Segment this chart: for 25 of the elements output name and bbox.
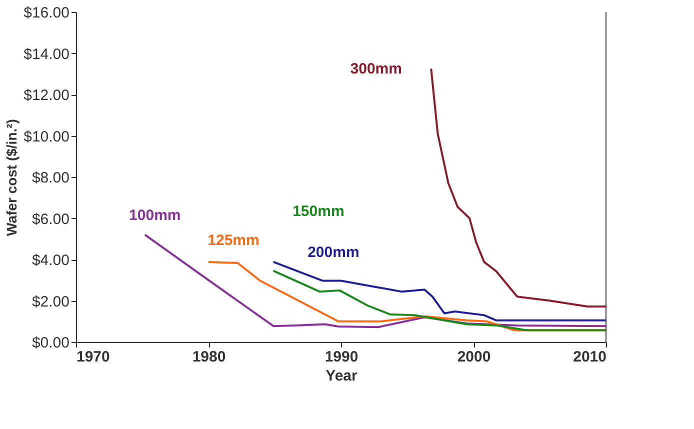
series-label: 100mm [129, 206, 181, 224]
x-axis-title: Year [326, 368, 358, 384]
y-tick-label: $14.00 [24, 46, 70, 63]
line-series [144, 234, 606, 328]
y-tick-label: $2.00 [32, 293, 70, 310]
x-tick-label: 1970 [76, 348, 110, 366]
y-tick-label: $0.00 [32, 334, 70, 352]
y-tick-label: $6.00 [32, 210, 70, 228]
series-label: 300mm [350, 60, 402, 78]
series-label: 200mm [308, 244, 360, 261]
line-series [430, 68, 606, 308]
x-tick-label: 1990 [324, 348, 358, 366]
y-tick-label: $12.00 [24, 87, 70, 104]
y-tick-label: $10.00 [24, 128, 70, 146]
line-series [272, 260, 606, 322]
series-label: 125mm [208, 232, 260, 249]
x-tick-label: 1980 [192, 348, 226, 366]
y-tick-label: $4.00 [32, 252, 70, 269]
text: 150mm [292, 202, 344, 220]
y-tick-label: $8.00 [32, 170, 70, 186]
x-tick-label: 2000 [457, 348, 491, 366]
y-axis-title: Wafer cost ($/in.²) [4, 119, 20, 236]
line-series [272, 270, 606, 332]
y-tick-label: $16.00 [24, 4, 70, 22]
x-tick-label: 2010 [573, 348, 606, 366]
